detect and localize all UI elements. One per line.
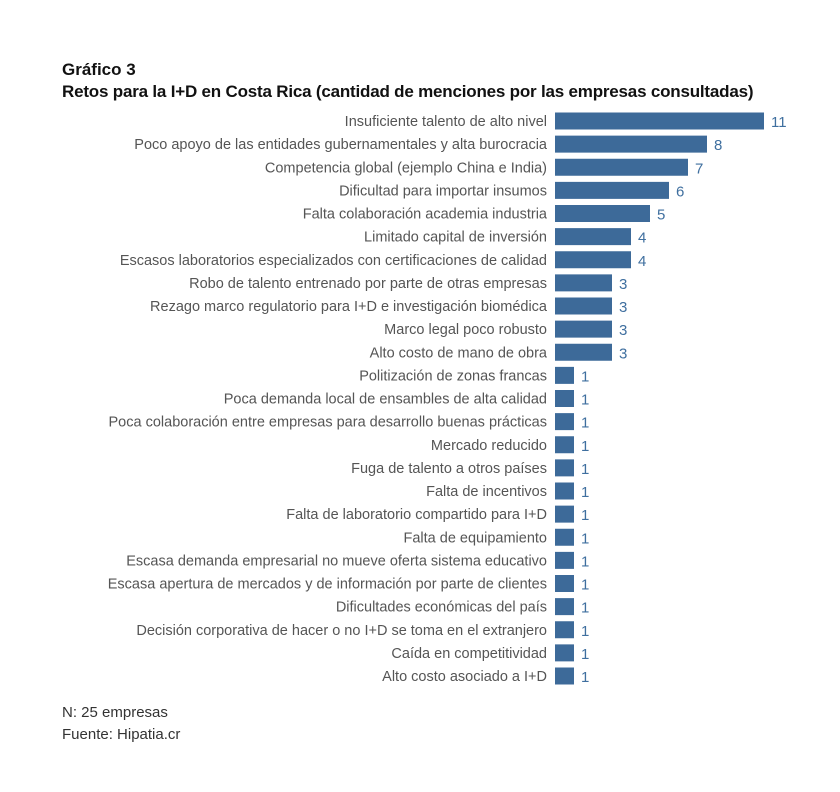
value-label: 1	[581, 530, 589, 547]
value-label: 1	[581, 623, 589, 640]
category-label: Escasa demanda empresarial no mueve ofer…	[126, 553, 547, 569]
category-label: Falta de incentivos	[426, 484, 547, 500]
value-label: 5	[657, 207, 665, 224]
category-label: Alto costo asociado a I+D	[382, 669, 547, 685]
chart-title: Gráfico 3	[62, 60, 136, 79]
value-label: 4	[638, 253, 646, 270]
value-label: 6	[676, 183, 684, 200]
bar	[555, 297, 612, 315]
bar	[555, 181, 669, 199]
bar	[555, 274, 612, 292]
bar	[555, 667, 574, 685]
category-label: Limitado capital de inversión	[364, 230, 547, 246]
bar	[555, 135, 707, 153]
category-label: Falta colaboración academia industria	[303, 207, 548, 223]
bar	[555, 205, 650, 222]
value-label: 3	[619, 276, 627, 293]
category-label: Competencia global (ejemplo China e Indi…	[265, 160, 547, 176]
bar	[555, 112, 764, 130]
sample-size-note: N: 25 empresas	[62, 704, 168, 721]
category-label: Dificultades económicas del país	[336, 600, 547, 616]
value-label: 1	[581, 484, 589, 501]
bar	[555, 459, 574, 477]
bar	[555, 528, 574, 546]
category-label: Escasa apertura de mercados y de informa…	[108, 577, 547, 593]
bar	[555, 505, 574, 523]
category-label: Poca colaboración entre empresas para de…	[109, 415, 547, 431]
value-label: 4	[638, 230, 646, 247]
source-note: Fuente: Hipatia.cr	[62, 726, 181, 743]
value-label: 1	[581, 461, 589, 478]
value-label: 3	[619, 299, 627, 316]
value-label: 1	[581, 392, 589, 409]
category-label: Robo de talento entrenado por parte de o…	[189, 276, 547, 292]
value-label: 1	[581, 438, 589, 455]
bar	[555, 390, 574, 407]
chart-subtitle: Retos para la I+D en Costa Rica (cantida…	[62, 82, 754, 101]
bar	[555, 575, 574, 592]
value-label: 11	[771, 114, 787, 131]
category-label: Escasos laboratorios especializados con …	[120, 253, 547, 269]
category-label: Caída en competitividad	[391, 646, 547, 662]
value-label: 1	[581, 577, 589, 594]
category-label: Fuga de talento a otros países	[351, 461, 547, 477]
bar	[555, 320, 612, 338]
value-label: 1	[581, 600, 589, 617]
category-label: Falta de equipamiento	[404, 530, 548, 546]
bar	[555, 251, 631, 269]
category-label: Alto costo de mano de obra	[370, 345, 548, 361]
value-label: 3	[619, 345, 627, 362]
bar	[555, 621, 574, 639]
value-label: 1	[581, 669, 589, 686]
category-label: Falta de laboratorio compartido para I+D	[286, 507, 547, 523]
value-label: 1	[581, 415, 589, 432]
value-label: 1	[581, 368, 589, 385]
bar	[555, 413, 574, 431]
category-label: Poco apoyo de las entidades gubernamenta…	[134, 137, 548, 153]
value-label: 1	[581, 553, 589, 570]
value-label: 8	[714, 137, 722, 154]
value-label: 1	[581, 507, 589, 524]
category-label: Insuficiente talento de alto nivel	[345, 114, 547, 130]
bar	[555, 436, 574, 454]
bar	[555, 598, 574, 616]
category-label: Decisión corporativa de hacer o no I+D s…	[136, 623, 547, 639]
category-label: Dificultad para importar insumos	[339, 183, 547, 199]
bar	[555, 158, 688, 176]
value-label: 3	[619, 322, 627, 339]
category-label: Rezago marco regulatorio para I+D e inve…	[150, 299, 548, 315]
category-label: Marco legal poco robusto	[384, 322, 547, 338]
category-label: Mercado reducido	[431, 438, 547, 454]
category-label: Politización de zonas francas	[359, 368, 547, 384]
category-label: Poca demanda local de ensambles de alta …	[224, 392, 547, 408]
bar	[555, 644, 574, 662]
bar	[555, 343, 612, 361]
bar	[555, 551, 574, 569]
value-label: 7	[695, 160, 703, 177]
bar	[555, 482, 574, 500]
value-label: 1	[581, 646, 589, 663]
bar	[555, 366, 574, 384]
bar	[555, 228, 631, 246]
